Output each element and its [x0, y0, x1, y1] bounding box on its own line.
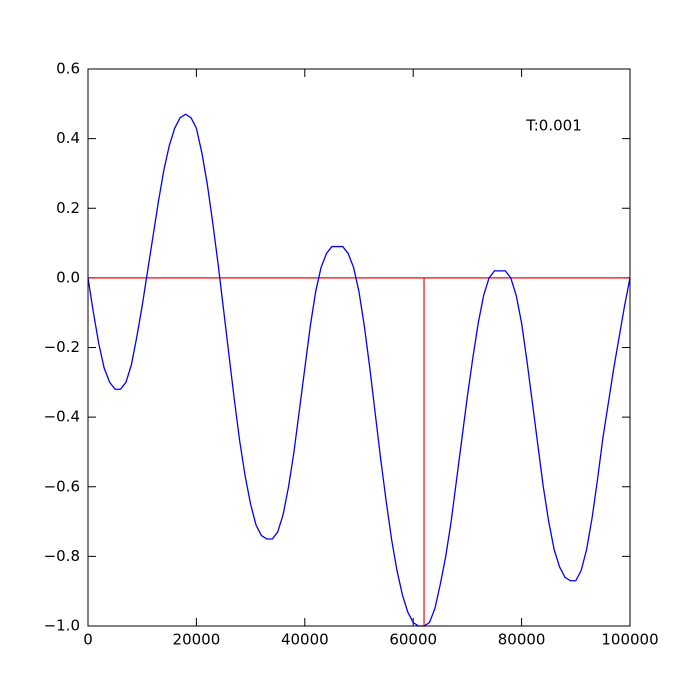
y-tick-label: 0.6: [56, 60, 80, 78]
x-tick-label: 100000: [601, 631, 658, 649]
y-tick-label: −0.8: [44, 547, 80, 565]
x-tick-label: 0: [83, 631, 93, 649]
x-tick-label: 40000: [281, 631, 329, 649]
y-tick-label: 0.2: [56, 199, 80, 217]
data-line: [87, 113, 631, 627]
x-tick-label: 20000: [173, 631, 221, 649]
y-tick-label: −1.0: [44, 617, 80, 635]
y-tick-label: 0.0: [56, 268, 80, 286]
y-tick-label: 0.4: [56, 129, 80, 147]
x-tick-label: 60000: [389, 631, 437, 649]
annotation: T:0.001: [525, 117, 582, 135]
y-tick-label: −0.2: [44, 338, 80, 356]
plot-frame: [87, 68, 631, 627]
x-tick-label: 80000: [498, 631, 546, 649]
y-tick-label: −0.4: [44, 408, 80, 426]
y-tick-label: −0.6: [44, 477, 80, 495]
